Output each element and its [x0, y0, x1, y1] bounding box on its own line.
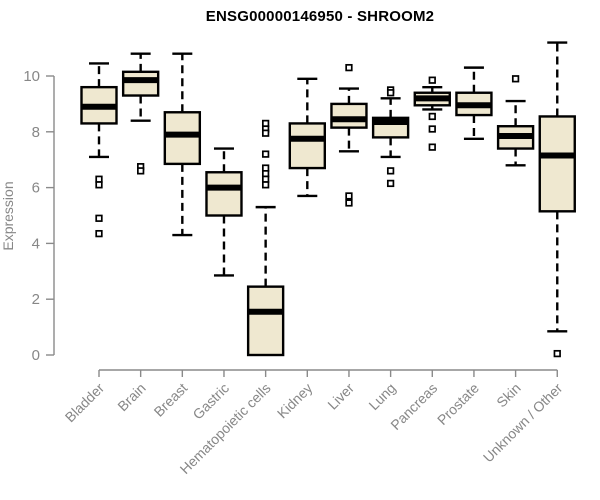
y-tick-label: 8 [32, 124, 40, 141]
iqr-box [538, 115, 576, 213]
x-tick-label-bladder: Bladder [62, 380, 108, 426]
iqr-box [163, 111, 202, 166]
x-tick-label-lung: Lung [365, 380, 398, 413]
x-tick-label-prostate: Prostate [434, 380, 482, 428]
box-skin [496, 75, 535, 167]
outlier-point [95, 214, 103, 222]
x-tick-label-kidney: Kidney [274, 380, 316, 422]
outlier-point [428, 125, 436, 133]
box-gastric [205, 147, 243, 277]
iqr-box [288, 122, 326, 170]
outlier-point [137, 167, 145, 175]
box-breast [163, 52, 202, 237]
outlier-point [386, 179, 395, 188]
outlier-point [345, 192, 353, 200]
x-tick-label-breast: Breast [151, 380, 191, 420]
y-tick-label: 4 [32, 235, 40, 252]
x-tick-label-skin: Skin [493, 380, 524, 411]
iqr-box [205, 171, 243, 217]
outlier-point [95, 229, 103, 238]
chart-title: ENSG00000146950 - SHROOM2 [205, 8, 435, 25]
outlier-point [553, 349, 561, 358]
y-tick-label: 10 [23, 68, 40, 85]
outlier-point [261, 129, 270, 137]
iqr-box [121, 70, 160, 97]
y-tick-label: 2 [32, 291, 40, 308]
outlier-point [345, 199, 353, 207]
y-tick-label: 6 [32, 180, 40, 197]
box-lung [371, 86, 410, 188]
y-axis-label: Expression [0, 181, 16, 251]
outlier-point [428, 143, 436, 151]
iqr-box [246, 285, 285, 357]
outlier-point [386, 89, 395, 97]
outlier-point [261, 150, 270, 158]
outlier-point [428, 76, 436, 84]
outlier-point [261, 181, 270, 189]
y-axis: 0 2 4 6 8 10 [23, 68, 55, 364]
x-tick-label-brain: Brain [114, 380, 148, 414]
box-pancreas [413, 76, 451, 151]
outlier-point [511, 75, 520, 83]
outlier-point [95, 181, 103, 189]
box-bladder [80, 62, 118, 238]
box-hematopoietic-cells [246, 119, 285, 357]
box-unknown-other [538, 41, 576, 358]
x-tick-label-liver: Liver [324, 380, 357, 413]
outlier-point [428, 112, 436, 121]
box-kidney [288, 77, 326, 198]
outlier-point [386, 167, 395, 175]
x-tick-label-unknown-other: Unknown / Other [480, 380, 566, 466]
iqr-box [330, 102, 368, 129]
y-tick-label: 0 [32, 347, 40, 364]
box-liver [330, 63, 368, 207]
outlier-point [345, 63, 353, 72]
box-brain [121, 52, 160, 175]
box-prostate [455, 66, 493, 140]
